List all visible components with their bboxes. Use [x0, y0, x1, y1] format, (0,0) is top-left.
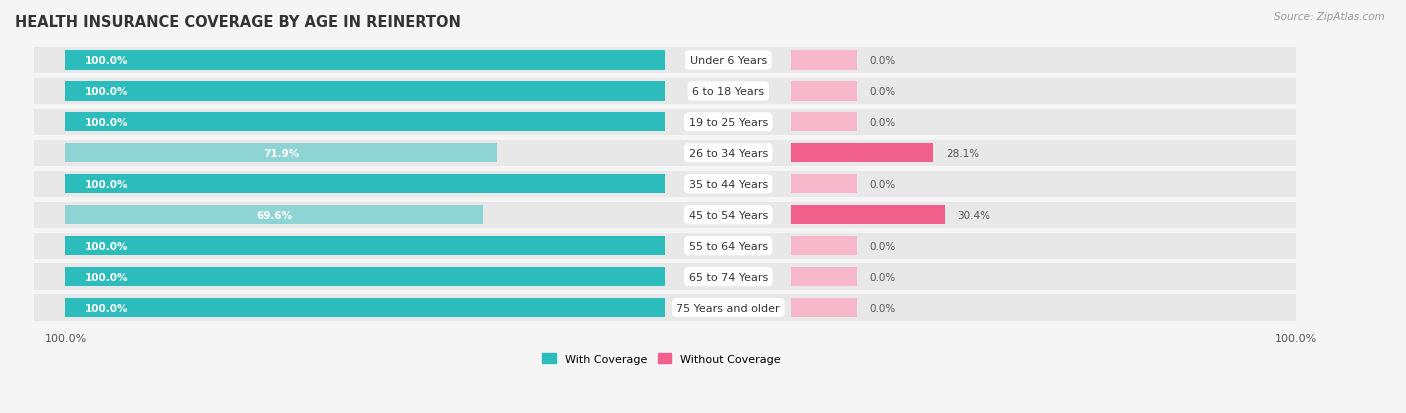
Text: 0.0%: 0.0% [870, 118, 896, 128]
Bar [34, 295, 1296, 321]
Text: 100.0%: 100.0% [84, 179, 128, 189]
Bar [34, 233, 1296, 259]
Bar [792, 175, 858, 194]
Text: 0.0%: 0.0% [870, 272, 896, 282]
Text: 100.0%: 100.0% [84, 241, 128, 251]
Text: 65 to 74 Years: 65 to 74 Years [689, 272, 768, 282]
Text: 55 to 64 Years: 55 to 64 Years [689, 241, 768, 251]
Text: HEALTH INSURANCE COVERAGE BY AGE IN REINERTON: HEALTH INSURANCE COVERAGE BY AGE IN REIN… [15, 15, 461, 30]
Text: 100.0%: 100.0% [84, 303, 128, 313]
Bar [792, 267, 858, 287]
Text: 35 to 44 Years: 35 to 44 Years [689, 179, 768, 189]
Bar [792, 298, 858, 318]
Bar [792, 237, 858, 256]
Bar [66, 144, 496, 163]
Bar [792, 206, 945, 225]
Bar [792, 82, 858, 101]
Text: 0.0%: 0.0% [870, 56, 896, 66]
Bar [66, 206, 482, 225]
Text: 0.0%: 0.0% [870, 303, 896, 313]
Text: 71.9%: 71.9% [263, 149, 299, 159]
Bar [34, 48, 1296, 74]
Text: 75 Years and older: 75 Years and older [676, 303, 780, 313]
Text: 100.0%: 100.0% [84, 56, 128, 66]
Bar [34, 109, 1296, 136]
Text: 0.0%: 0.0% [870, 179, 896, 189]
Bar [792, 51, 858, 71]
Bar [66, 267, 665, 287]
Text: 26 to 34 Years: 26 to 34 Years [689, 149, 768, 159]
Text: Source: ZipAtlas.com: Source: ZipAtlas.com [1274, 12, 1385, 22]
Bar [66, 82, 665, 101]
Bar [34, 171, 1296, 197]
Bar [34, 78, 1296, 105]
Bar [66, 298, 665, 318]
Bar [34, 264, 1296, 290]
Text: Under 6 Years: Under 6 Years [689, 56, 766, 66]
Text: 100.0%: 100.0% [84, 118, 128, 128]
Text: 30.4%: 30.4% [957, 210, 990, 220]
Bar [792, 113, 858, 132]
Text: 0.0%: 0.0% [870, 87, 896, 97]
Legend: With Coverage, Without Coverage: With Coverage, Without Coverage [538, 349, 786, 368]
Text: 6 to 18 Years: 6 to 18 Years [692, 87, 765, 97]
Text: 19 to 25 Years: 19 to 25 Years [689, 118, 768, 128]
Bar [792, 144, 934, 163]
Bar [34, 202, 1296, 228]
Text: 28.1%: 28.1% [946, 149, 979, 159]
Bar [66, 237, 665, 256]
Bar [66, 51, 665, 71]
Text: 100.0%: 100.0% [84, 87, 128, 97]
Text: 100.0%: 100.0% [84, 272, 128, 282]
Text: 45 to 54 Years: 45 to 54 Years [689, 210, 768, 220]
Bar [66, 113, 665, 132]
Text: 69.6%: 69.6% [256, 210, 292, 220]
Text: 0.0%: 0.0% [870, 241, 896, 251]
Bar [34, 140, 1296, 166]
Bar [66, 175, 665, 194]
